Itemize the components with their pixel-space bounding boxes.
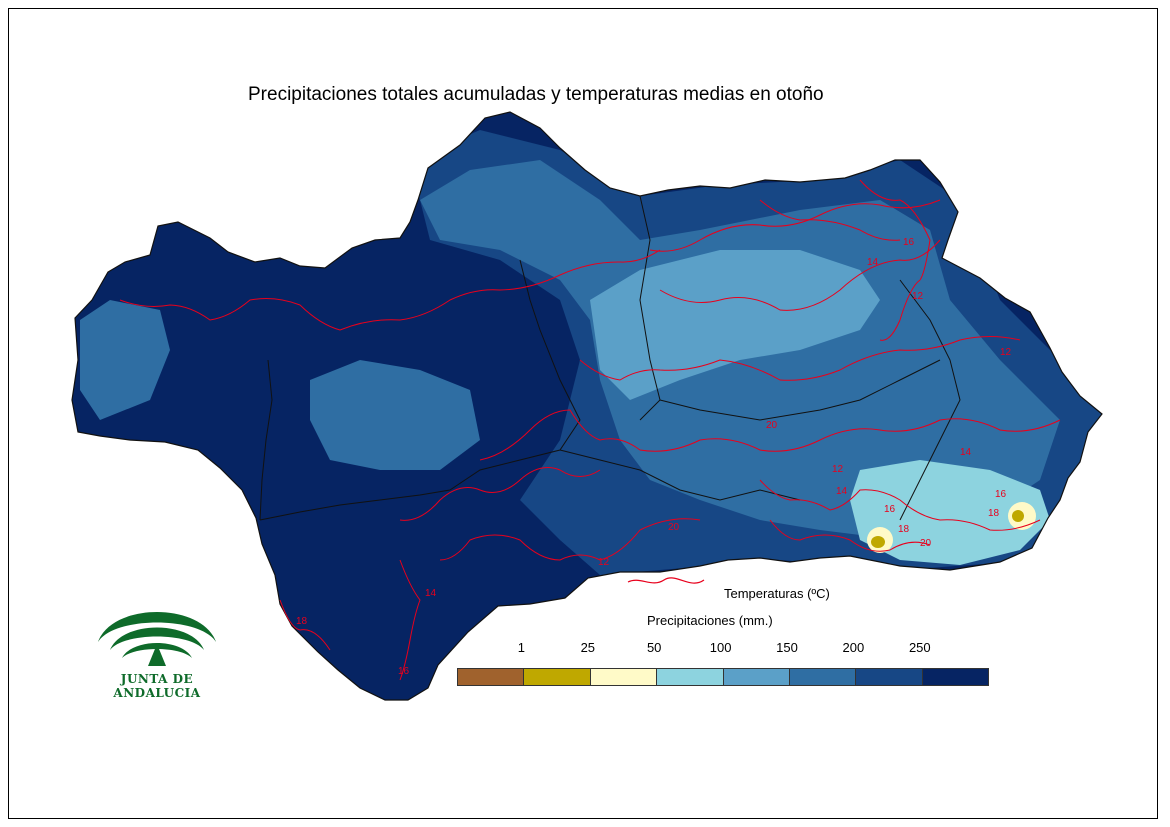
isotherm-label: 14: [425, 588, 437, 599]
isotherm-label: 18: [988, 508, 1000, 519]
isotherm-label: 12: [832, 464, 844, 475]
temperature-legend-label: Temperaturas (ºC): [724, 586, 830, 601]
isotherm-label: 12: [598, 557, 610, 568]
isotherm-line: [759, 199, 901, 241]
isotherm-lines: [119, 179, 1061, 681]
isotherm-label: 18: [898, 524, 910, 535]
legend-swatch: [523, 668, 591, 686]
isotherm-label: 16: [995, 489, 1007, 500]
isotherm-label: 20: [766, 420, 778, 431]
map-title: Precipitaciones totales acumuladas y tem…: [248, 84, 824, 105]
legend-swatch: [722, 668, 790, 686]
legend-tick-label: 200: [842, 640, 865, 655]
isotherm-line: [759, 479, 1041, 531]
legend-tick-label: 25: [580, 640, 596, 655]
legend-tick-label: 150: [776, 640, 798, 655]
junta-logo: JUNTA DE ANDALUCIA: [92, 598, 222, 700]
legend-tick-label: 100: [709, 640, 732, 655]
legend-tick-label: 1: [517, 640, 526, 655]
map-frame: [8, 8, 1158, 819]
isotherm-line: [649, 199, 941, 252]
isotherm-line: [439, 518, 701, 561]
isotherm-line: [399, 559, 421, 681]
province-borders: [259, 195, 961, 521]
precip-band-1-west: [871, 536, 885, 548]
legend-tick-label: 50: [646, 640, 662, 655]
junta-logo-text: JUNTA DE ANDALUCIA: [113, 672, 201, 700]
province-border-granada-almeria: [899, 279, 961, 521]
isotherm-label: 16: [903, 237, 915, 248]
region-outline: [71, 111, 1103, 701]
temperature-legend-line: [627, 577, 705, 584]
legend-swatch: [589, 668, 658, 686]
isotherm-line: [279, 599, 331, 651]
legend-swatch: [457, 668, 525, 686]
legend-swatch: [855, 668, 923, 686]
precip-band-150-center: [310, 360, 480, 470]
province-border-jaen-granada: [659, 359, 941, 421]
legend-tick-label: 250: [908, 640, 931, 655]
precip-band-100: [590, 250, 880, 400]
precip-band-1-east: [1012, 510, 1024, 522]
isotherm-label: 16: [398, 666, 410, 677]
isotherm-label: 12: [1000, 347, 1012, 358]
isotherm-line: [769, 519, 931, 552]
isotherm-label: 20: [668, 522, 680, 533]
isotherm-label: 14: [836, 486, 848, 497]
precipitation-legend-title: Precipitaciones (mm.): [647, 613, 773, 628]
province-border-malaga-granada: [559, 449, 801, 501]
province-border-sevilla-cadiz: [259, 489, 451, 521]
isotherm-line: [579, 336, 1021, 381]
province-border-cordoba-jaen: [639, 195, 661, 421]
isotherm-line: [399, 467, 601, 521]
province-border-sevilla-cordoba: [449, 259, 581, 491]
isotherm-line: [119, 249, 661, 331]
legend-swatch: [789, 668, 857, 686]
isotherm-line: [479, 409, 1061, 461]
precip-band-150-west: [80, 300, 170, 420]
isotherm-line: [859, 179, 931, 341]
legend-swatch: [921, 668, 990, 686]
isotherm-label: 16: [884, 504, 896, 515]
precip-band-50: [850, 460, 1050, 565]
legend-swatch: [656, 668, 724, 686]
junta-logo-emblem: [98, 612, 216, 666]
isotherm-line: [659, 239, 941, 311]
isotherm-label: 12: [912, 291, 924, 302]
isotherm-label: 18: [296, 616, 308, 627]
isotherm-label: 14: [867, 257, 879, 268]
isotherm-label: 14: [960, 447, 972, 458]
province-border-huelva-sevilla: [259, 359, 273, 521]
isotherm-label: 20: [920, 538, 932, 549]
